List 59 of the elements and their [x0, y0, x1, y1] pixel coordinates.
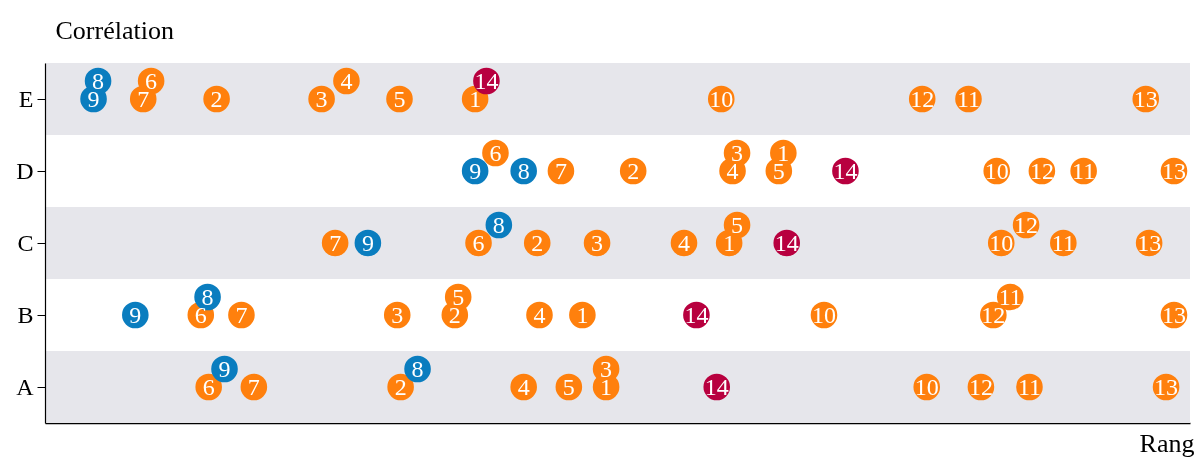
- y-tick-label: D: [16, 157, 34, 184]
- text: 10: [914, 374, 939, 400]
- text: 13: [1154, 374, 1179, 400]
- text: 5: [562, 374, 575, 400]
- text: 13: [600, 356, 613, 400]
- y-axis-title: Corrélation: [55, 15, 174, 45]
- text: 4: [340, 68, 353, 94]
- series-label: 11: [1017, 374, 1042, 400]
- text: 14: [833, 158, 858, 184]
- text: 2: [531, 230, 544, 256]
- y-tick-label: E: [18, 85, 34, 112]
- series-label: 4: [517, 374, 530, 400]
- text: 9: [218, 356, 231, 382]
- text: 12: [968, 374, 993, 400]
- text: 10: [989, 230, 1014, 256]
- text: 13: [1161, 158, 1186, 184]
- text: 13: [1137, 230, 1162, 256]
- text: 4: [678, 230, 690, 256]
- text: 8: [492, 212, 505, 238]
- text: 1: [576, 302, 589, 328]
- text: 7: [247, 374, 260, 400]
- text: 3: [315, 86, 328, 112]
- y-tick-label: B: [17, 301, 34, 328]
- text: 7: [235, 302, 248, 328]
- text: 14: [684, 302, 709, 328]
- text: 5: [393, 86, 406, 112]
- text: 9: [361, 230, 374, 256]
- series-label: 10: [709, 86, 734, 112]
- text: 11: [1051, 230, 1075, 256]
- text: 12: [1014, 212, 1039, 238]
- text: 4: [533, 302, 546, 328]
- text: 10: [984, 158, 1009, 184]
- text: 6: [472, 230, 485, 256]
- x-axis-title: Rang: [1139, 428, 1195, 458]
- text: 2: [394, 374, 407, 400]
- series-label: 9: [129, 302, 142, 328]
- text: 2: [210, 86, 223, 112]
- text: 7: [554, 158, 567, 184]
- text: 8: [411, 356, 424, 382]
- text: 5: [731, 212, 744, 238]
- y-tick-label: A: [16, 373, 35, 400]
- series-label: 13: [1133, 86, 1158, 112]
- text: 10: [811, 302, 836, 328]
- series-label: 8: [517, 158, 530, 184]
- series-label: 12: [910, 86, 935, 112]
- text: 3: [391, 302, 404, 328]
- text: 11: [1072, 158, 1096, 184]
- series-label: 14: [774, 230, 799, 256]
- series-label: 7: [329, 230, 342, 256]
- text: 11: [956, 86, 981, 112]
- series-label: 3: [591, 230, 604, 256]
- text: 12: [1029, 158, 1054, 184]
- text: 6: [202, 374, 215, 400]
- text: 13: [1161, 302, 1186, 328]
- text: 6: [489, 140, 502, 166]
- text: 9: [469, 158, 482, 184]
- y-tick-label: C: [17, 229, 34, 256]
- text: 14: [704, 374, 729, 400]
- series-label: 2: [627, 158, 640, 184]
